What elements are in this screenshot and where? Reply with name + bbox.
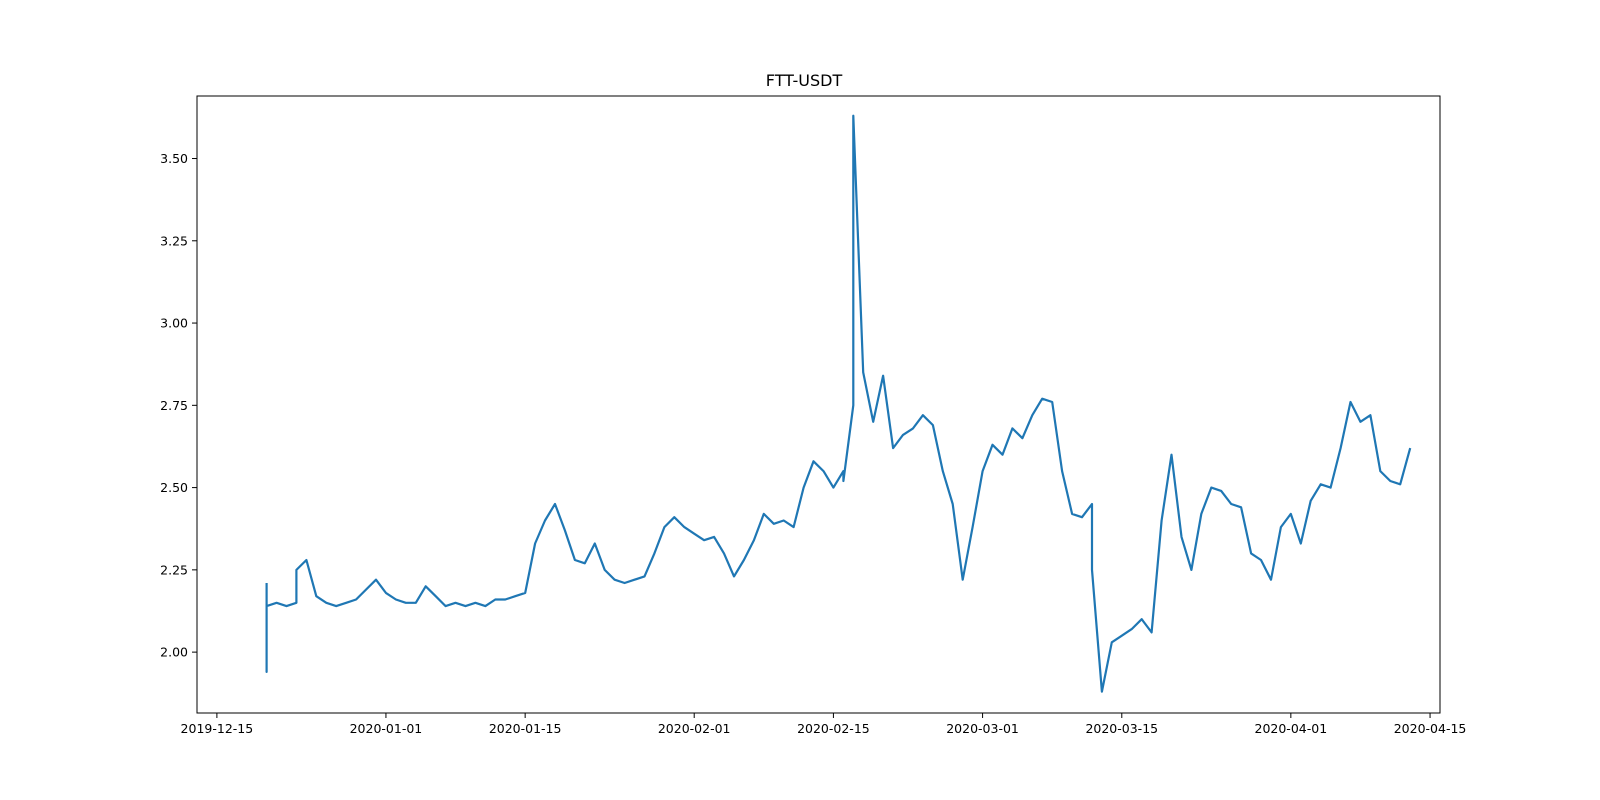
y-tick-label: 3.50 <box>160 151 188 166</box>
x-tick-label: 2020-01-01 <box>350 721 423 736</box>
y-tick-label: 3.25 <box>160 233 188 248</box>
x-tick-label: 2020-02-01 <box>658 721 731 736</box>
plot-frame <box>196 95 1441 714</box>
y-tick-label: 2.75 <box>160 398 188 413</box>
x-tick-label: 2020-03-01 <box>946 721 1019 736</box>
y-tick-label: 2.50 <box>160 480 188 495</box>
x-tick-label: 2020-04-15 <box>1394 721 1467 736</box>
x-tick-label: 2020-04-01 <box>1255 721 1328 736</box>
y-tick-label: 3.00 <box>160 316 188 331</box>
series-layer <box>265 114 1412 693</box>
axis-ticks: 2019-12-15 2020-01-01 2020-01-15 2020-02-01… <box>160 151 1466 736</box>
x-tick-label: 2020-02-15 <box>797 721 870 736</box>
chart-title: FTT-USDT <box>766 71 843 90</box>
y-tick-label: 2.00 <box>160 645 188 660</box>
x-tick-label: 2020-03-15 <box>1085 721 1158 736</box>
series-line <box>265 114 1412 693</box>
x-tick-label: 2019-12-15 <box>181 721 254 736</box>
x-tick-label: 2020-01-15 <box>489 721 562 736</box>
y-tick-label: 2.25 <box>160 562 188 577</box>
